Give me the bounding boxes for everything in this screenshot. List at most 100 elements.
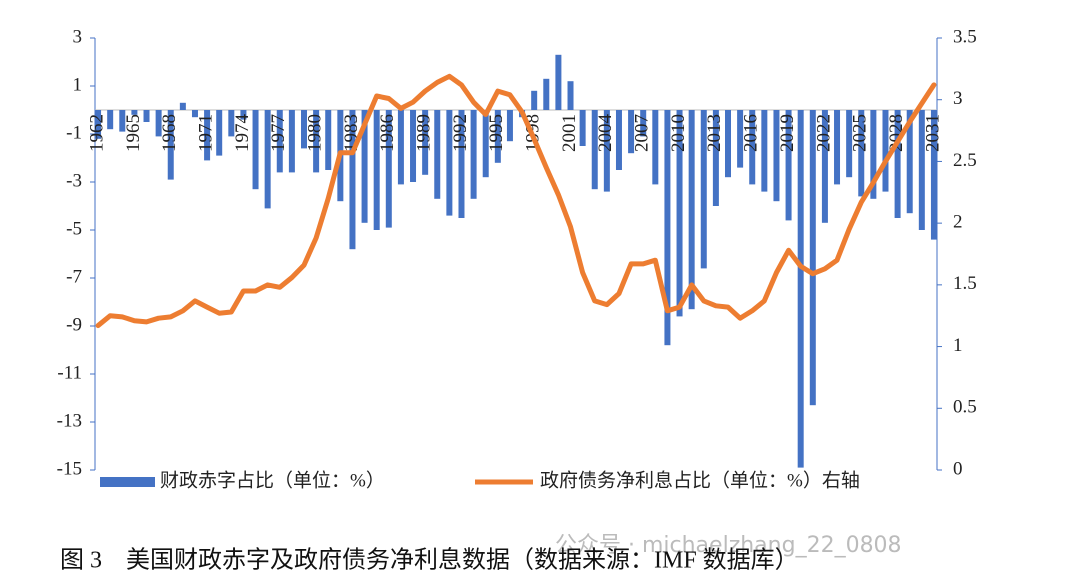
chart-title: 图 3 美国财政赤字及政府债务净利息数据（数据来源：IMF 数据库） <box>60 547 799 574</box>
y2-tick-label: 2.5 <box>953 150 977 171</box>
bar <box>749 110 756 185</box>
y-tick-label: -1 <box>66 122 82 143</box>
x-tick-label: 2007 <box>632 114 653 152</box>
bar <box>640 110 647 137</box>
bar <box>906 110 913 214</box>
bar <box>385 110 392 228</box>
bar <box>276 110 283 173</box>
line <box>95 73 937 329</box>
bar <box>325 110 332 170</box>
legend-label: 财政赤字占比（单位：%） <box>160 469 385 491</box>
bar <box>652 110 659 185</box>
bar <box>143 110 150 122</box>
bar <box>216 110 223 156</box>
bar <box>107 110 114 130</box>
bar <box>882 110 889 192</box>
bar <box>555 54 562 110</box>
bar <box>349 110 356 250</box>
bar <box>930 110 937 240</box>
x-tick-label: 2010 <box>668 114 689 152</box>
bar <box>482 110 489 178</box>
x-tick-label: 1986 <box>377 114 398 152</box>
y-tick-label: -3 <box>66 170 82 191</box>
bar <box>506 110 513 142</box>
bar <box>228 110 235 137</box>
bar <box>397 110 404 185</box>
bar <box>531 90 538 110</box>
bar <box>712 110 719 206</box>
bar <box>761 110 768 192</box>
x-tick-label: 1992 <box>450 114 471 152</box>
x-tick-label: 1971 <box>195 114 216 152</box>
y-tick-label: 1 <box>73 74 83 95</box>
x-tick-label: 1962 <box>86 114 107 152</box>
bar <box>700 110 707 269</box>
bar <box>191 110 198 118</box>
bar <box>737 110 744 168</box>
x-tick-label: 2019 <box>777 114 798 152</box>
bar <box>446 110 453 216</box>
bar <box>785 110 792 221</box>
y2-tick-label: 1.5 <box>953 273 977 294</box>
bar <box>240 110 247 120</box>
bar <box>301 110 307 149</box>
bar <box>870 110 877 199</box>
y-tick-label: -15 <box>57 458 82 479</box>
bar <box>615 110 622 170</box>
x-tick-label: 2016 <box>741 114 762 152</box>
bar <box>834 110 841 185</box>
x-tick-label: 1977 <box>268 114 289 152</box>
bar <box>688 110 695 310</box>
y-tick-label: 3 <box>73 26 83 47</box>
bar <box>410 110 417 182</box>
bar <box>470 110 477 199</box>
x-tick-label: 2013 <box>704 114 725 152</box>
y-tick-label: -5 <box>66 218 82 239</box>
y2-tick-label: 3.5 <box>953 26 977 47</box>
watermark: 公众号 · michaelzhang_22_0808 <box>555 533 902 558</box>
x-tick-label: 2022 <box>813 114 834 152</box>
bar <box>167 110 174 180</box>
x-tick-label: 1968 <box>159 114 180 152</box>
x-tick-label: 2001 <box>559 114 580 152</box>
bar <box>591 110 598 190</box>
x-tick-label: 2025 <box>850 114 871 152</box>
bar <box>858 110 865 197</box>
x-tick-label: 1965 <box>123 114 144 152</box>
bar <box>603 110 610 192</box>
bar <box>179 102 186 110</box>
x-tick-label: 2004 <box>595 114 616 153</box>
bar <box>119 110 126 132</box>
bar <box>252 110 259 190</box>
bar <box>725 110 731 178</box>
y-tick-label: -9 <box>66 314 82 335</box>
y-tick-label: -11 <box>57 362 82 383</box>
bar <box>567 81 574 110</box>
bar <box>543 78 550 110</box>
bar <box>797 110 804 468</box>
bar <box>95 110 102 139</box>
bar <box>264 110 271 209</box>
y-tick-label: -7 <box>66 266 82 287</box>
y2-tick-label: 2 <box>953 212 963 233</box>
bar <box>579 110 586 146</box>
bar <box>494 110 501 163</box>
bar <box>131 110 138 115</box>
x-tick-label: 1995 <box>486 114 507 152</box>
bar <box>894 110 901 218</box>
legend-label: 政府债务净利息占比（单位：%）右轴 <box>540 469 860 491</box>
bar <box>821 110 828 223</box>
bar <box>773 110 780 202</box>
bar <box>361 110 368 223</box>
bar <box>809 110 816 406</box>
bar <box>288 110 295 173</box>
bar <box>204 110 211 161</box>
bar <box>846 110 853 178</box>
bar <box>313 110 320 173</box>
y2-tick-label: 0.5 <box>953 397 977 418</box>
bar <box>458 110 465 218</box>
bar <box>628 110 635 154</box>
y-tick-label: -13 <box>57 410 82 431</box>
bar <box>918 110 925 230</box>
